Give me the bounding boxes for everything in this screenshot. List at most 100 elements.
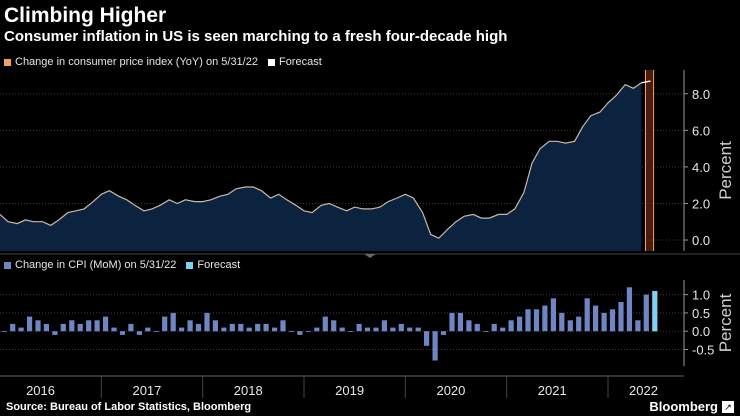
mom-bar: [576, 316, 582, 332]
mom-bar: [533, 309, 540, 332]
forecast-line-top: [641, 80, 651, 84]
mom-bar: [508, 320, 514, 332]
legend-swatch-mom: [4, 261, 11, 269]
mom-bar: [559, 312, 565, 332]
mom-bar: [390, 327, 396, 332]
mom-bar: [229, 323, 235, 332]
mom-bar: [398, 323, 404, 332]
arrow-icon: ↗: [722, 401, 734, 413]
bottom-legend: Change in CPI (MoM) on 5/31/22 Forecast: [4, 259, 240, 271]
mom-bar: [305, 331, 311, 332]
mom-bar: [103, 316, 109, 332]
mom-bar: [280, 320, 286, 332]
chart-subtitle: Consumer inflation in US is seen marchin…: [4, 28, 508, 45]
mom-bar: [77, 323, 83, 332]
mom-bar: [221, 327, 227, 332]
top-legend: Change in consumer price index (YoY) on …: [4, 56, 322, 68]
mom-bar: [195, 323, 202, 332]
mom-bar: [27, 316, 33, 332]
mom-bar: [153, 331, 159, 332]
mom-bar: [119, 331, 126, 335]
mom-bar: [297, 331, 303, 335]
mom-bar: [204, 312, 210, 332]
mom-bar: [415, 327, 421, 332]
yoy-area: [0, 82, 642, 251]
mom-bar: [52, 331, 58, 335]
mom-bar: [10, 323, 16, 332]
y-tick-label-top-0: 0.0: [692, 233, 710, 248]
x-tick-label: 2020: [436, 383, 465, 398]
mom-bar: [255, 323, 261, 332]
mom-bar: [618, 302, 624, 332]
mom-bar: [288, 331, 295, 332]
legend-label-yoy: Change in consumer price index (YoY) on …: [15, 56, 258, 68]
mom-bar: [187, 320, 193, 332]
y-axis-title-bottom: Percent: [716, 293, 735, 352]
mom-bar: [179, 327, 185, 332]
mom-bar: [339, 327, 345, 332]
mom-bar: [500, 327, 506, 332]
x-tick-label: 2017: [132, 383, 161, 398]
mom-bar: [356, 323, 362, 332]
y-tick-label-top-1: 2.0: [692, 196, 710, 211]
y-tick-label-bottom-1: 0.0: [692, 324, 710, 339]
mom-bar: [238, 323, 244, 332]
chart-title: Climbing Higher: [4, 4, 167, 27]
mom-bar: [407, 327, 413, 332]
legend-label-mom-forecast: Forecast: [197, 259, 241, 271]
mom-bar: [18, 327, 24, 332]
yoy-line: [0, 82, 642, 239]
mom-bar: [111, 327, 117, 332]
mom-bar: [424, 331, 430, 346]
forecast-band-top: [645, 70, 654, 251]
mom-bar: [643, 294, 649, 332]
mom-bar: [474, 323, 480, 332]
mom-bar: [593, 305, 599, 332]
mom-bar: [246, 327, 252, 332]
x-tick-label: 2022: [629, 383, 658, 398]
mom-bar: [626, 287, 632, 332]
mom-bar: [348, 331, 354, 332]
mom-bar: [69, 320, 75, 332]
mom-bar: [86, 320, 92, 332]
mom-bar: [449, 312, 455, 332]
y-axis-title-top: Percent: [716, 141, 735, 200]
mom-bar: [136, 331, 142, 335]
x-tick-label: 2019: [335, 383, 364, 398]
mom-bar: [440, 331, 447, 335]
mom-bar: [466, 320, 472, 332]
x-tick-label: 2016: [26, 383, 55, 398]
x-tick-label: 2021: [538, 383, 567, 398]
mom-bar: [567, 320, 573, 332]
legend-swatch-forecast: [267, 58, 275, 66]
x-tick-label: 2018: [234, 383, 263, 398]
mom-bar: [542, 305, 548, 332]
mom-bar: [517, 316, 523, 332]
mom-bar: [491, 323, 497, 332]
mom-bar: [432, 331, 438, 361]
mom-bar: [601, 312, 607, 332]
mom-bar: [457, 312, 463, 332]
mom-bar: [162, 316, 168, 332]
mom-bar: [373, 327, 379, 332]
legend-swatch-yoy: [4, 58, 11, 66]
mom-forecast-bar: [652, 291, 658, 332]
mom-bar: [483, 331, 489, 332]
mom-bar: [364, 327, 371, 332]
mom-bar: [94, 320, 100, 332]
legend-label-mom: Change in CPI (MoM) on 5/31/22: [15, 259, 177, 271]
mom-bar: [145, 327, 151, 332]
y-tick-label-top-3: 6.0: [692, 123, 710, 138]
mom-bar: [314, 327, 320, 332]
legend-swatch-mom-forecast: [186, 261, 194, 269]
mom-bar: [584, 298, 590, 332]
mom-bar: [263, 323, 269, 332]
mom-bar: [322, 316, 328, 332]
mom-bar: [35, 320, 41, 332]
y-tick-label-top-4: 8.0: [692, 87, 710, 102]
mom-bar: [60, 323, 66, 332]
mom-bar: [43, 323, 49, 332]
y-tick-label-top-2: 4.0: [692, 160, 710, 175]
legend-label-forecast: Forecast: [278, 56, 322, 68]
